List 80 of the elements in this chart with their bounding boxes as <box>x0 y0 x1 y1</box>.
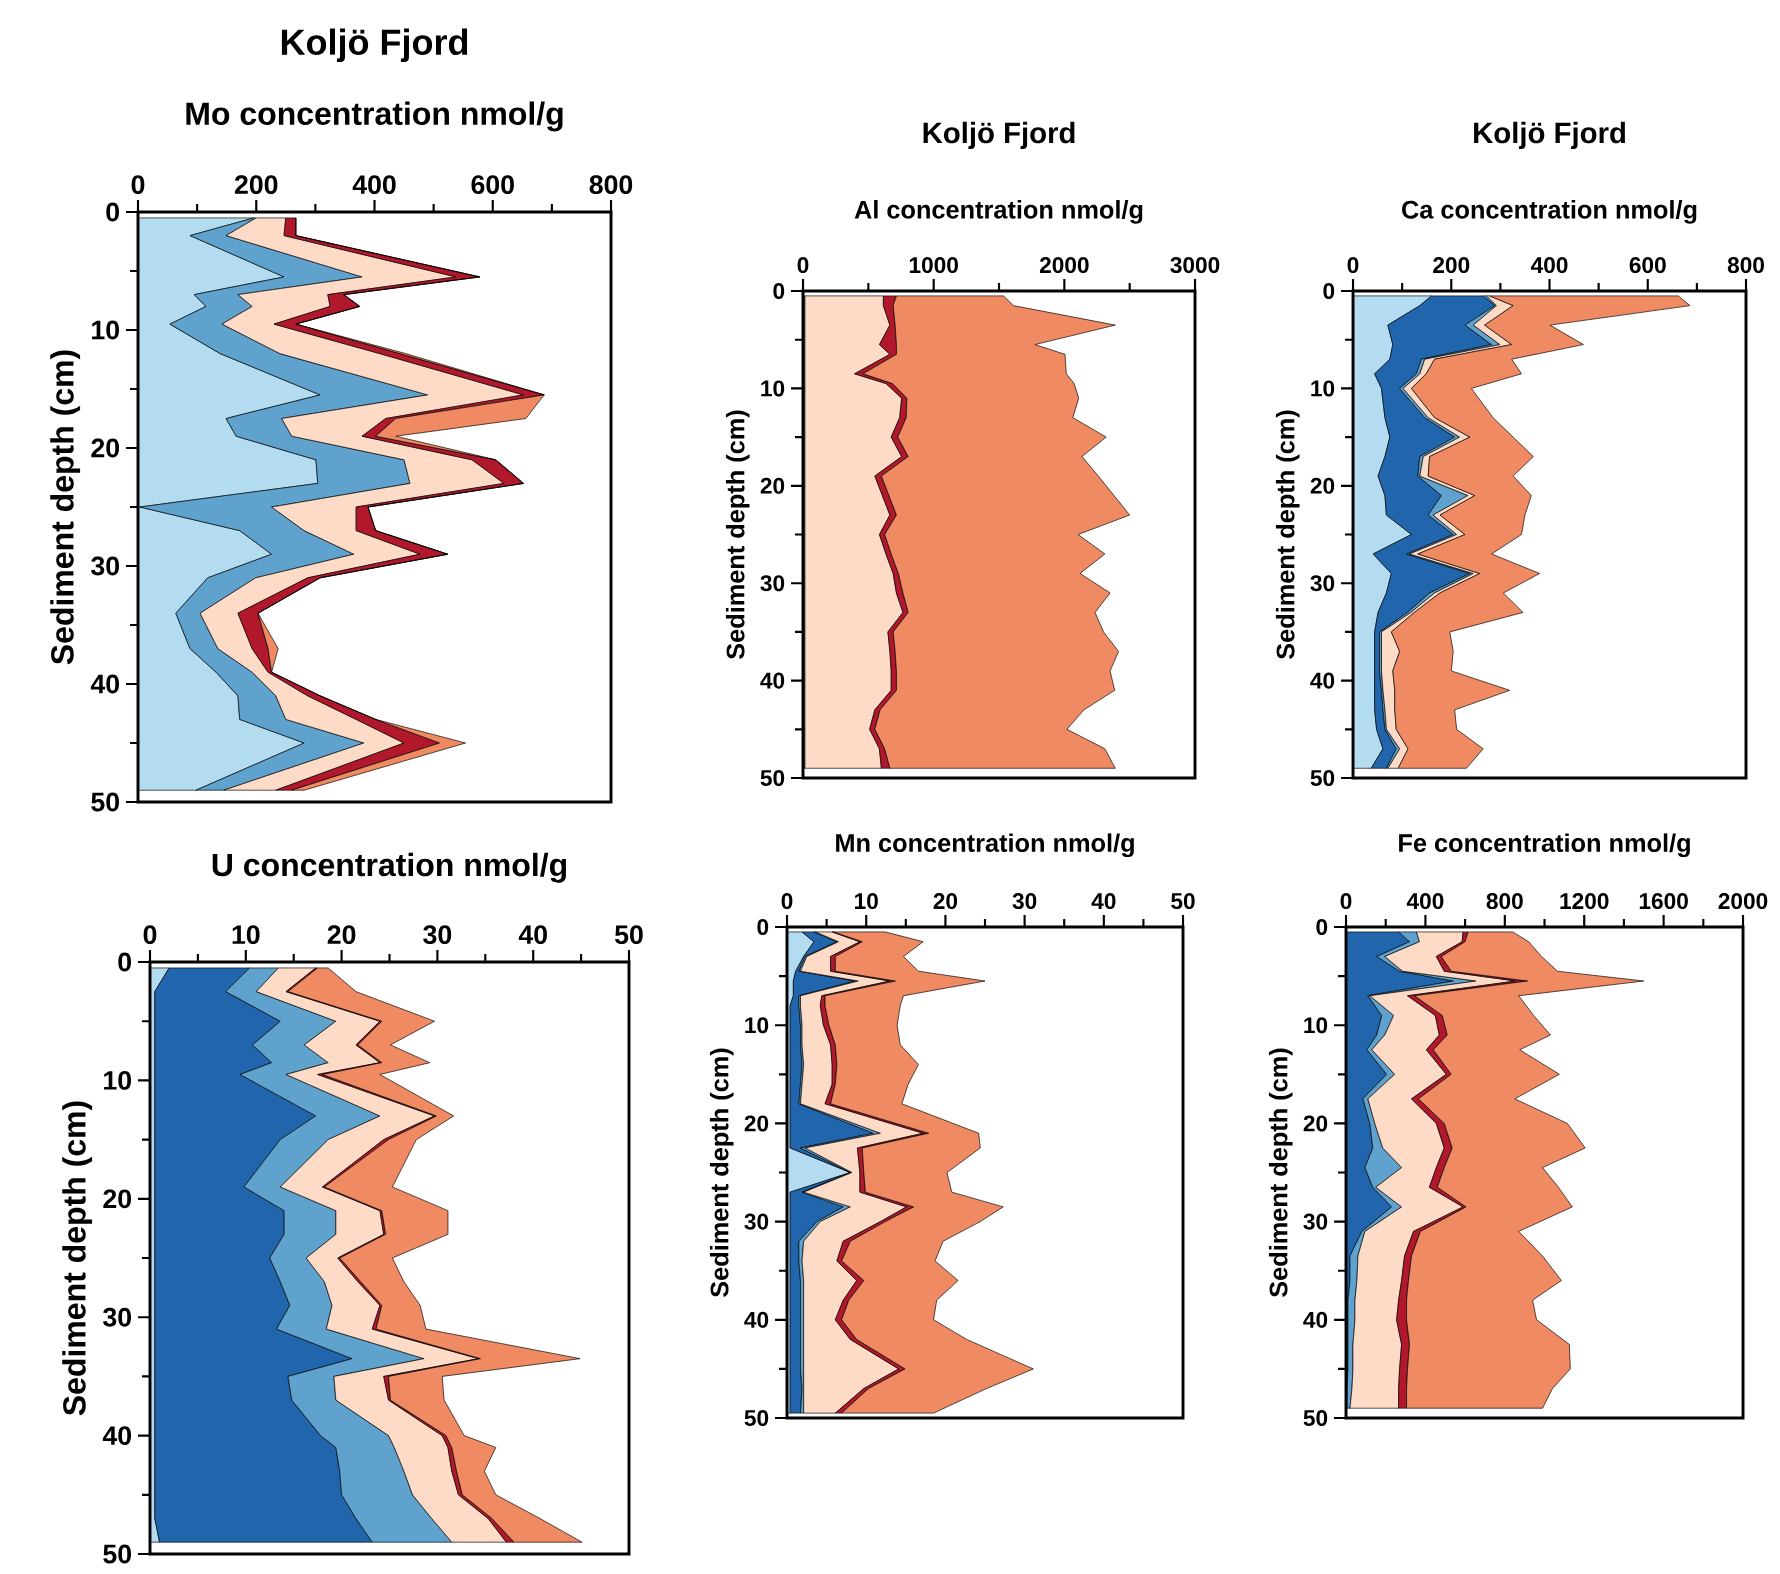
x-tick-label: 800 <box>1486 893 1523 910</box>
chart-title: Koljö Fjord <box>281 28 468 63</box>
x-tick-label: 1000 <box>909 257 958 274</box>
x-axis-title: Mo concentration nmol/g <box>186 101 563 132</box>
x-tick-label: 50 <box>614 925 643 945</box>
x-axis-title: Mn concentration nmol/g <box>836 833 1134 858</box>
y-tick-label: 0 <box>1323 282 1335 300</box>
y-tick-label: 0 <box>106 202 119 222</box>
x-axis-title: Fe concentration nmol/g <box>1399 833 1690 858</box>
y-tick-label: 40 <box>90 674 119 694</box>
y-tick-label: 50 <box>103 1544 131 1564</box>
y-tick-label: 50 <box>760 769 785 787</box>
y-tick-label: 50 <box>1310 769 1335 787</box>
y-axis-title: Sediment depth (cm) <box>725 410 750 660</box>
x-tick-label: 40 <box>518 925 547 945</box>
x-tick-label: 0 <box>1340 893 1352 910</box>
x-tick-label: 20 <box>327 925 356 945</box>
y-axis-title: Sediment depth (cm) <box>62 1101 93 1416</box>
y-tick-label: 40 <box>102 1426 131 1446</box>
x-axis-title: Ca concentration nmol/g <box>1402 200 1697 224</box>
y-axis-title: Sediment depth (cm) <box>1275 410 1300 660</box>
x-tick-label: 10 <box>855 893 878 910</box>
y-tick-label: 10 <box>104 1070 131 1090</box>
x-tick-label: 800 <box>589 175 633 195</box>
y-tick-label: 30 <box>1303 1213 1328 1230</box>
x-tick-label: 0 <box>797 257 809 274</box>
y-axis-title: Sediment depth (cm) <box>709 1048 734 1298</box>
x-tick-label: 200 <box>1433 257 1470 274</box>
x-tick-label: 30 <box>423 925 452 945</box>
y-tick-label: 0 <box>118 952 131 972</box>
y-tick-label: 20 <box>1303 1115 1328 1132</box>
y-tick-label: 20 <box>1310 477 1335 494</box>
y-tick-label: 50 <box>1303 1410 1328 1427</box>
y-axis-title: Sediment depth (cm) <box>1268 1048 1293 1298</box>
y-tick-label: 10 <box>761 380 785 397</box>
y-tick-label: 20 <box>91 438 119 458</box>
x-tick-label: 20 <box>933 893 958 910</box>
x-tick-label: 50 <box>1171 893 1195 910</box>
x-tick-label: 1200 <box>1560 893 1609 910</box>
y-tick-label: 10 <box>92 320 119 340</box>
x-tick-label: 40 <box>1091 893 1116 910</box>
y-tick-label: 30 <box>760 575 785 592</box>
x-tick-label: 0 <box>131 175 145 195</box>
x-tick-label: 200 <box>234 175 278 195</box>
x-tick-label: 400 <box>1530 257 1568 274</box>
y-tick-label: 40 <box>744 1311 769 1328</box>
x-tick-label: 30 <box>1012 893 1037 910</box>
chart-title: Koljö Fjord <box>1474 121 1625 150</box>
y-tick-label: 30 <box>1310 575 1335 592</box>
y-tick-label: 10 <box>1304 1017 1328 1034</box>
y-tick-label: 20 <box>103 1189 131 1209</box>
y-tick-label: 10 <box>745 1017 769 1034</box>
x-axis-title: U concentration nmol/g <box>212 852 567 883</box>
y-tick-label: 0 <box>773 282 785 300</box>
y-tick-label: 40 <box>760 672 785 689</box>
x-tick-label: 800 <box>1727 257 1764 274</box>
x-tick-label: 400 <box>352 175 396 195</box>
y-tick-label: 20 <box>760 477 785 494</box>
x-tick-label: 400 <box>1406 893 1444 910</box>
x-axis-title: Al concentration nmol/g <box>854 200 1143 224</box>
y-tick-label: 30 <box>103 1307 131 1327</box>
x-tick-label: 0 <box>143 925 157 945</box>
y-tick-label: 50 <box>91 792 119 812</box>
x-tick-label: 600 <box>1629 257 1666 274</box>
x-tick-label: 600 <box>471 175 514 195</box>
chart-title: Koljö Fjord <box>923 121 1075 150</box>
y-tick-label: 40 <box>1310 672 1335 689</box>
y-tick-label: 40 <box>1303 1311 1328 1328</box>
x-tick-label: 2000 <box>1039 257 1089 274</box>
y-axis-title: Sediment depth (cm) <box>50 350 81 665</box>
y-tick-label: 30 <box>91 556 119 576</box>
x-tick-label: 3000 <box>1170 257 1220 274</box>
y-tick-label: 20 <box>744 1115 769 1132</box>
x-tick-label: 1600 <box>1639 893 1688 910</box>
y-tick-label: 50 <box>744 1410 769 1427</box>
x-tick-label: 0 <box>1347 257 1359 274</box>
y-tick-label: 10 <box>1311 380 1335 397</box>
y-tick-label: 30 <box>744 1213 769 1230</box>
x-tick-label: 10 <box>232 925 260 945</box>
x-tick-label: 2000 <box>1718 893 1768 910</box>
